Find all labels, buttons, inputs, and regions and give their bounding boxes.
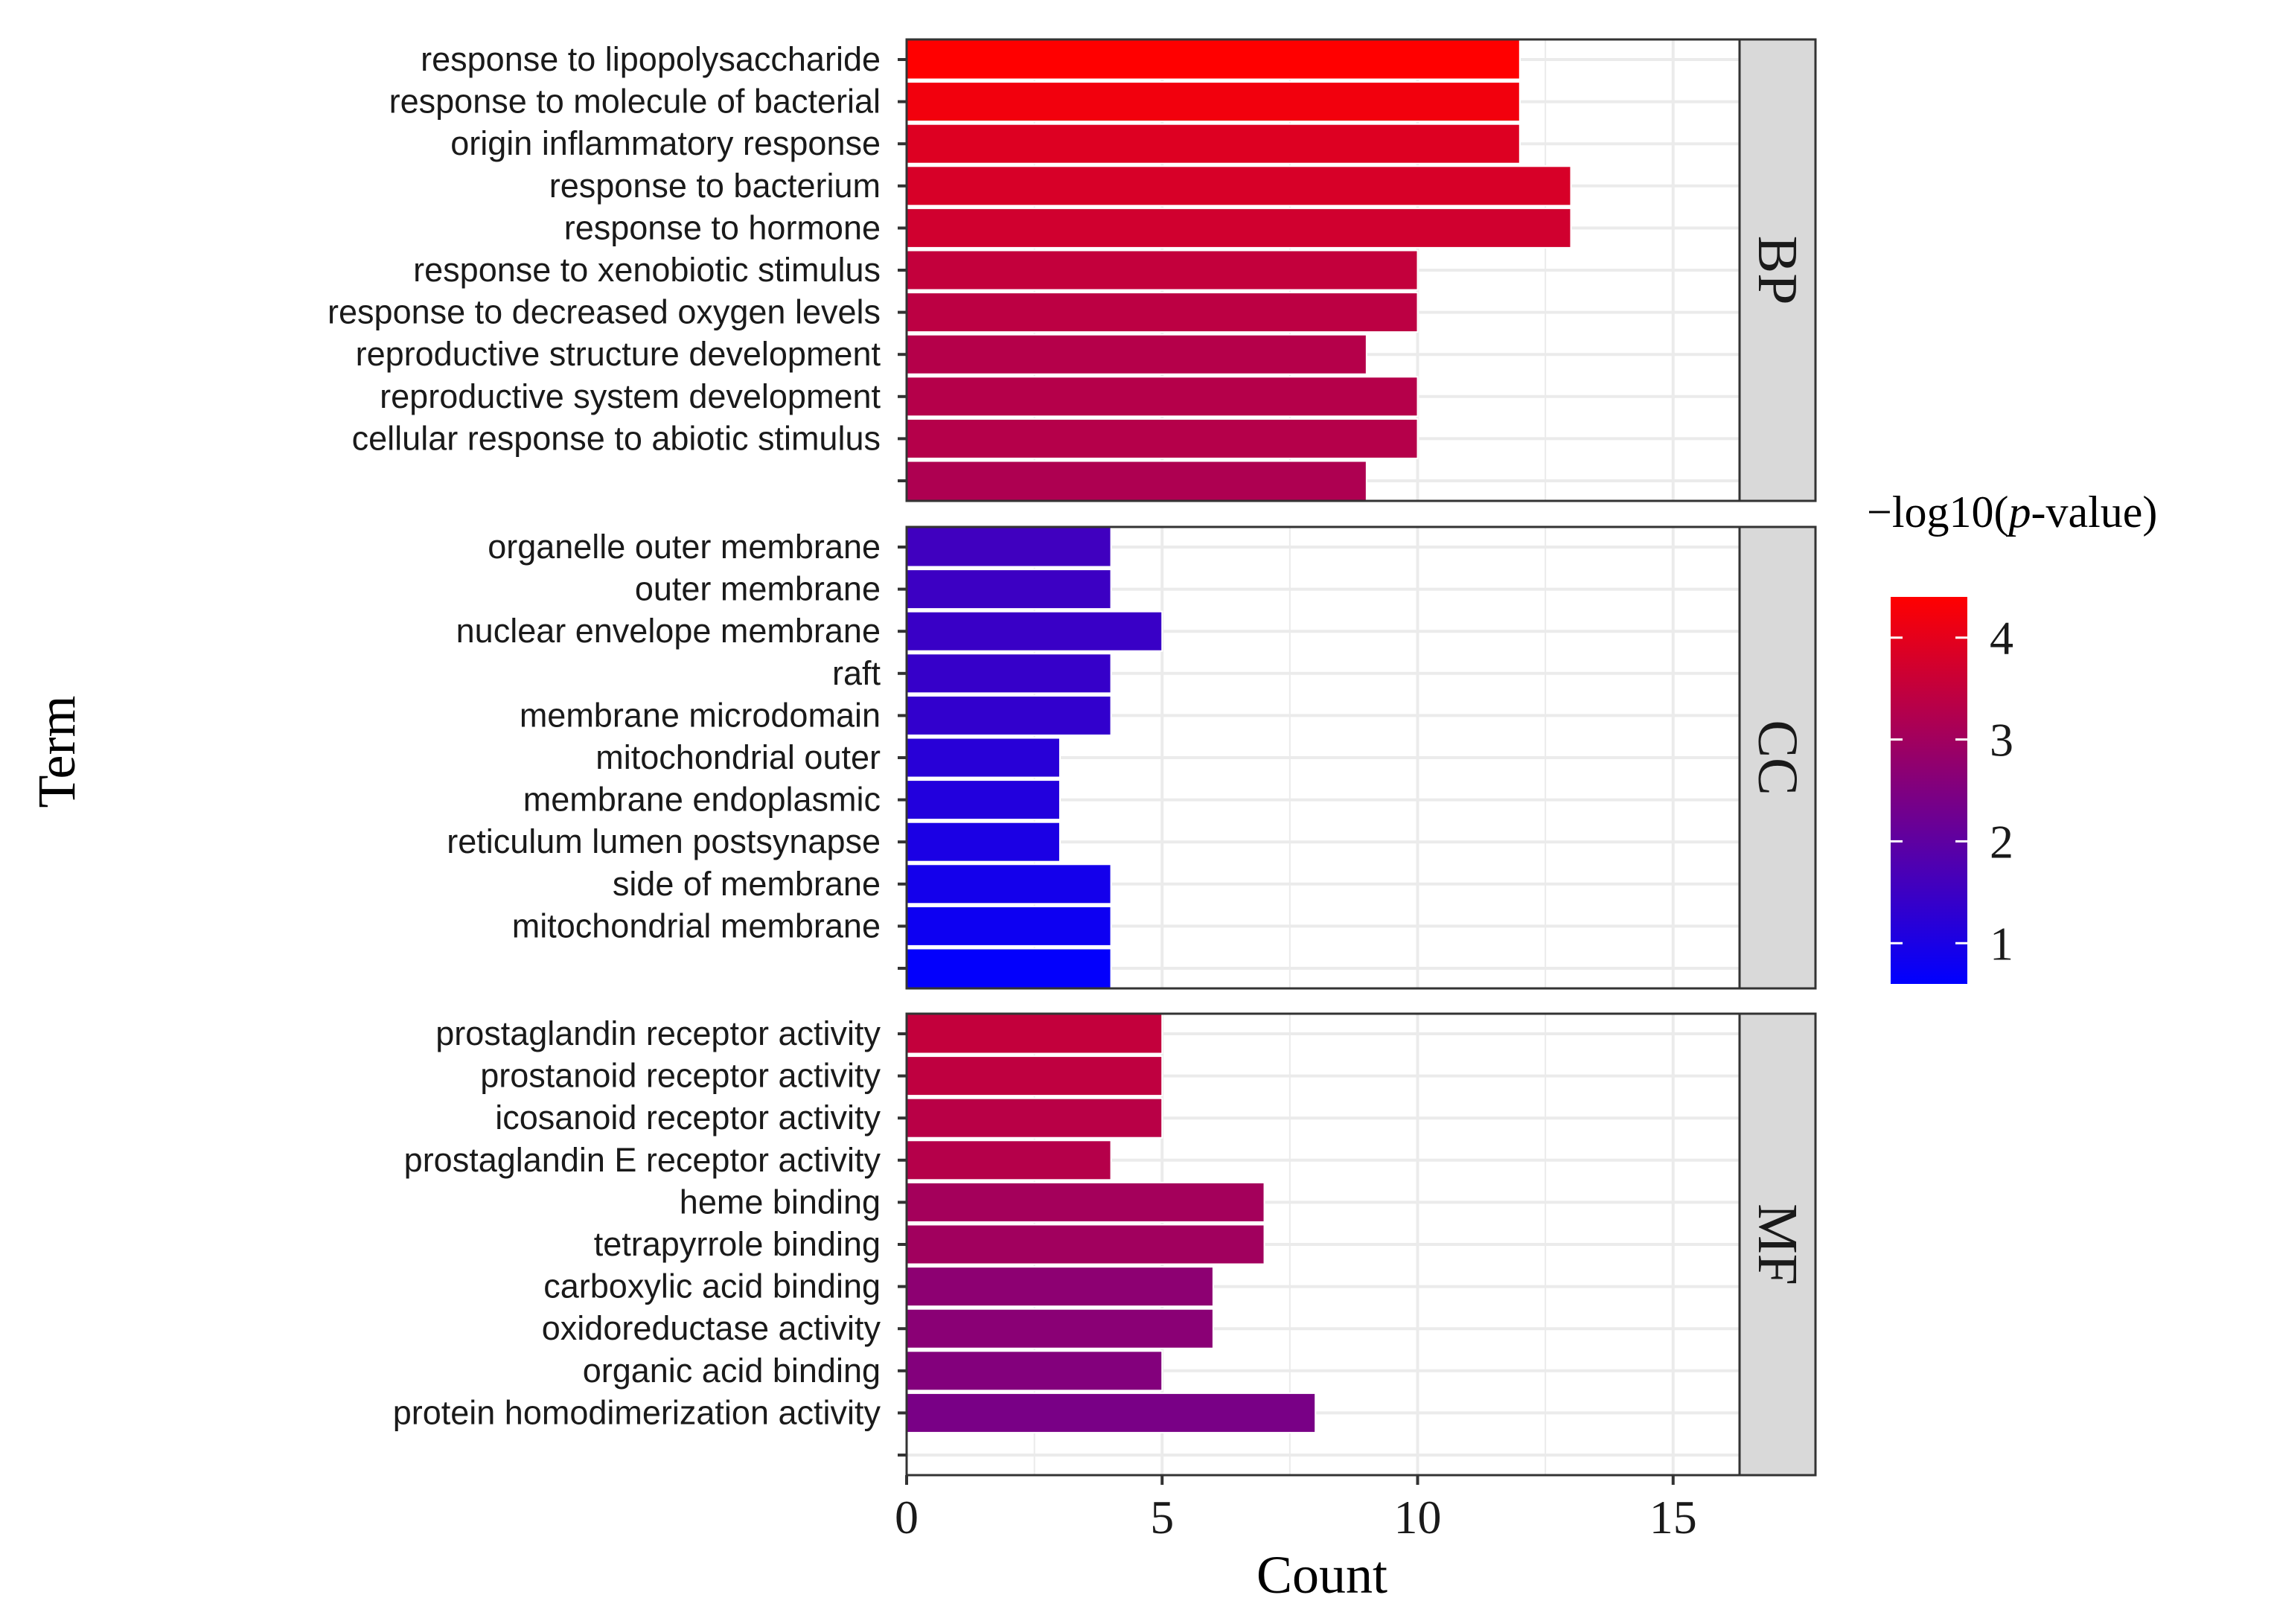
- facet-strip: [1738, 38, 1817, 502]
- term-label: carboxylic acid binding: [543, 1267, 881, 1305]
- bar: [906, 249, 1419, 291]
- term-label: protein homodimerization activity: [393, 1393, 881, 1431]
- y-axis-title: Term: [27, 696, 86, 808]
- term-label: origin inflammatory response: [450, 124, 881, 162]
- term-label: icosanoid receptor activity: [495, 1099, 881, 1137]
- term-label: heme binding: [680, 1183, 881, 1221]
- bar: [906, 694, 1112, 736]
- facet-panels: response to lipopolysaccharide response t…: [328, 38, 1817, 1477]
- term-label: side of membrane: [613, 865, 881, 903]
- bar: [906, 81, 1521, 123]
- bar: [906, 821, 1061, 863]
- term-label: response to lipopolysaccharide: [421, 40, 881, 78]
- term-label: response to hormone: [564, 208, 881, 246]
- bar: [906, 292, 1419, 333]
- legend-title: −log10(p-value): [1867, 487, 2157, 537]
- term-label: prostaglandin receptor activity: [435, 1014, 881, 1052]
- legend-colorbar: [1891, 597, 1967, 984]
- bar: [906, 610, 1163, 652]
- x-tick-label: 15: [1649, 1491, 1697, 1544]
- panel-bp: response to lipopolysaccharide response t…: [328, 38, 1817, 502]
- bar: [906, 1097, 1163, 1139]
- bar: [906, 737, 1061, 779]
- bar: [906, 526, 1112, 568]
- legend-tick-label: 1: [1990, 917, 2013, 970]
- legend-tick-label: 3: [1990, 714, 2013, 767]
- bar: [906, 207, 1572, 249]
- term-label: organelle outer membrane: [488, 528, 881, 566]
- bar: [906, 653, 1112, 694]
- term-label: nuclear envelope membrane: [456, 612, 881, 650]
- bar: [906, 1139, 1112, 1181]
- x-tick-label: 10: [1394, 1491, 1442, 1544]
- bar: [906, 1392, 1317, 1433]
- panel-cc: organelle outer membrane outer membrane nu…: [447, 525, 1817, 990]
- term-label: reproductive system development: [380, 377, 881, 415]
- term-label: cellular response to abiotic stimulus: [352, 419, 881, 457]
- x-axis-title: Count: [1256, 1545, 1387, 1605]
- color-legend: −log10(p-value) 1 2 3 4: [1867, 487, 2157, 984]
- bar: [906, 39, 1521, 80]
- legend-tick-label: 4: [1990, 612, 2013, 665]
- bar: [906, 418, 1419, 459]
- bar: [906, 905, 1112, 947]
- facet-strip-label: MF: [1746, 1203, 1809, 1285]
- term-label: response to bacterium: [549, 167, 881, 205]
- bar: [906, 1013, 1163, 1055]
- term-label: outer membrane: [635, 570, 881, 608]
- legend-tick-label: 2: [1990, 815, 2013, 868]
- facet-strip-label: BP: [1746, 236, 1809, 305]
- bar: [906, 569, 1112, 610]
- bar: [906, 333, 1367, 375]
- bar: [906, 123, 1521, 164]
- term-label: reproductive structure development: [356, 335, 881, 373]
- bar: [906, 1055, 1163, 1097]
- x-axis: 0 5 10 15: [895, 1475, 1697, 1544]
- facet-strip-label: CC: [1746, 720, 1809, 795]
- bar: [906, 376, 1419, 418]
- x-tick-label: 0: [895, 1491, 919, 1544]
- facet-strip: [1738, 525, 1817, 990]
- x-tick-label: 5: [1150, 1491, 1174, 1544]
- bar: [906, 460, 1367, 502]
- facet-strip: [1738, 1012, 1817, 1477]
- bar: [906, 165, 1572, 207]
- panel-mf: prostaglandin receptor activity prostanoi…: [393, 1012, 1817, 1477]
- term-label: organic acid binding: [583, 1352, 881, 1390]
- bar: [906, 1308, 1214, 1349]
- bar: [906, 1350, 1163, 1392]
- term-label: mitochondrial membrane: [512, 907, 881, 944]
- bar: [906, 1181, 1265, 1223]
- term-label: membrane endoplasmic: [523, 781, 881, 819]
- term-label: tetrapyrrole binding: [594, 1225, 881, 1263]
- term-label: membrane microdomain: [520, 696, 881, 734]
- term-label: reticulum lumen postsynapse: [447, 822, 881, 860]
- term-label: mitochondrial outer: [595, 738, 881, 776]
- bar: [906, 1266, 1214, 1308]
- term-label: response to xenobiotic stimulus: [413, 251, 881, 289]
- term-label: prostaglandin E receptor activity: [404, 1141, 881, 1179]
- bar: [906, 947, 1112, 989]
- term-label: prostanoid receptor activity: [480, 1057, 881, 1095]
- term-label: raft: [832, 654, 881, 692]
- term-label: response to molecule of bacterial: [389, 83, 881, 121]
- term-label: response to decreased oxygen levels: [328, 293, 881, 331]
- term-label: oxidoreductase activity: [542, 1309, 881, 1347]
- bar: [906, 779, 1061, 821]
- bar: [906, 1224, 1265, 1265]
- bar: [906, 863, 1112, 905]
